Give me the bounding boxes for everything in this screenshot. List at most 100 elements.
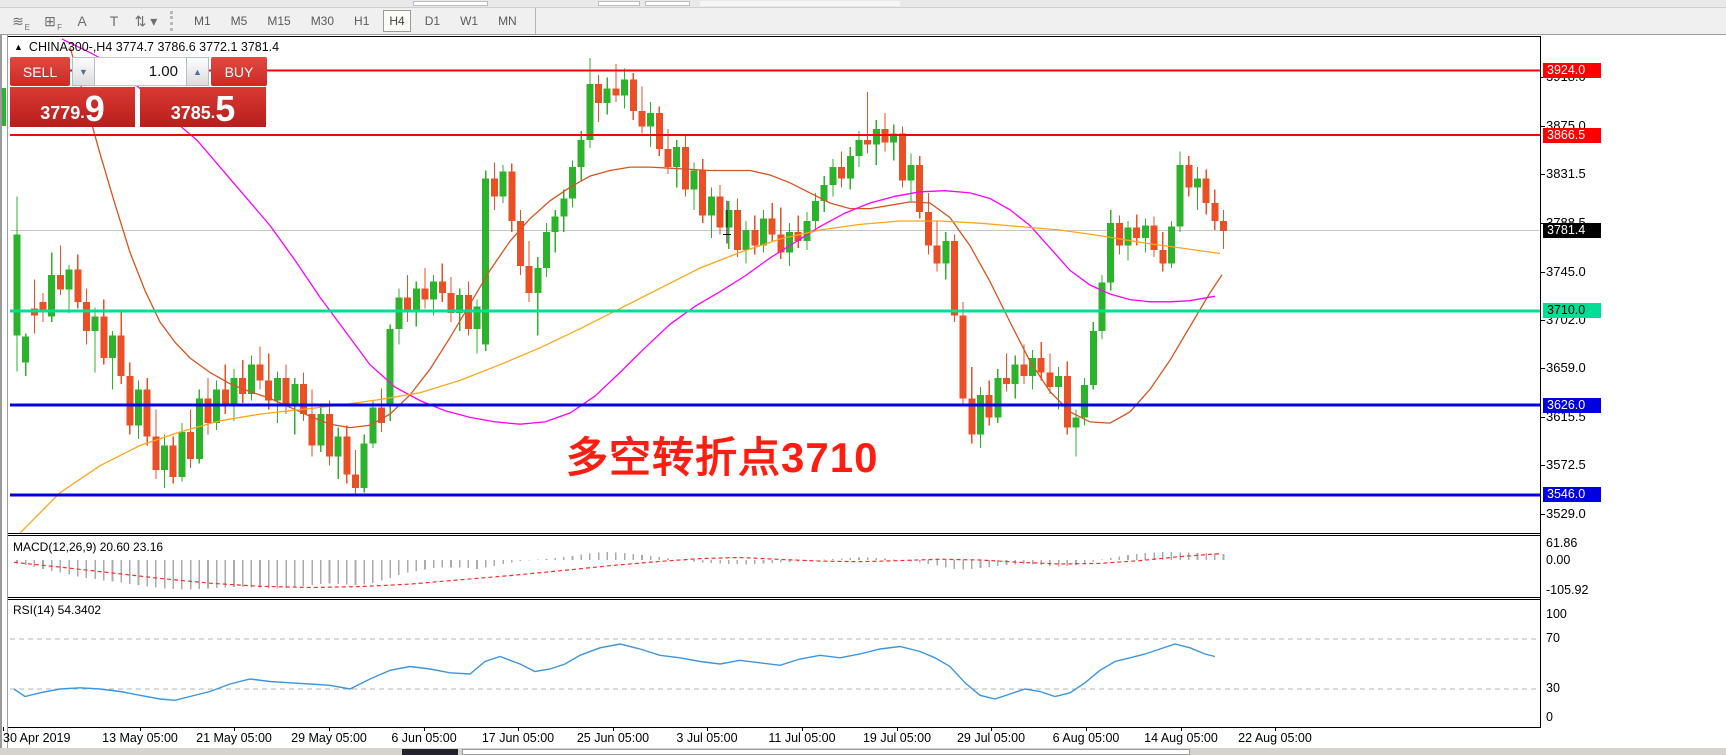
bottom-tab-light[interactable] <box>462 749 1190 755</box>
chart-left-border <box>7 34 8 748</box>
price-tick-label: 3831.5 <box>1546 166 1586 181</box>
timeframe-button-m30[interactable]: M30 <box>310 14 335 28</box>
buy-button[interactable]: BUY <box>211 57 267 86</box>
price-tick-mark <box>1540 417 1545 418</box>
chart-top-border <box>8 36 1540 37</box>
price-tick-mark <box>1540 320 1545 321</box>
date-tick-label: 30 Apr 2019 <box>3 731 71 745</box>
rsi-axis-label: 30 <box>1546 681 1560 695</box>
macd-axis-label: -105.92 <box>1546 583 1589 597</box>
date-tick-label: 25 Jun 05:00 <box>576 731 650 745</box>
volume-increase-button[interactable]: ▲ <box>186 57 209 86</box>
macd-axis-label: 61.86 <box>1546 536 1578 550</box>
price-tick-mark <box>1540 223 1545 224</box>
top-partial-box <box>413 1 488 6</box>
date-tick-mark <box>329 727 330 731</box>
top-partial-box <box>645 1 690 6</box>
rsi-axis-label: 0 <box>1546 710 1553 724</box>
macd-indicator-panel[interactable] <box>8 535 1540 597</box>
clipped-candle-sliver <box>2 88 6 126</box>
price-badge-pivot: 3710.0 <box>1543 303 1601 318</box>
sell-price-big-digit: 9 <box>84 88 105 130</box>
sort-icon[interactable]: ⇅ ▾ <box>134 12 158 29</box>
date-tick-mark <box>3 727 4 731</box>
date-tick-mark <box>991 727 992 731</box>
buy-price-display[interactable]: 3785. 5 <box>140 87 266 127</box>
timeframe-button-m15[interactable]: M15 <box>267 14 291 28</box>
rsi-axis-label: 100 <box>1546 607 1567 621</box>
date-tick-label: 13 May 05:00 <box>102 731 178 745</box>
timeframe-button-d1[interactable]: D1 <box>424 14 441 28</box>
buy-price-main: 3785 <box>170 103 211 123</box>
volume-input[interactable]: 1.00 <box>95 57 186 86</box>
ma-long <box>19 220 1221 533</box>
price-tick-mark <box>1540 126 1545 127</box>
top-partial-toolbar <box>0 0 1726 8</box>
chart-title: ▲ CHINA300-,H4 3774.7 3786.6 3772.1 3781… <box>14 40 279 54</box>
toolbar-separator <box>170 11 178 31</box>
grid-icon[interactable]: ⊞ F <box>44 12 62 33</box>
date-tick-label: 29 May 05:00 <box>291 731 367 745</box>
timeframe-button-mn[interactable]: MN <box>498 14 517 28</box>
timeframe-button-h4[interactable]: H4 <box>383 10 411 32</box>
date-tick-mark <box>613 727 614 731</box>
date-tick-mark <box>897 727 898 731</box>
macd-top-border <box>8 535 1540 536</box>
date-tick-mark <box>1086 727 1087 731</box>
indicators-icon[interactable]: ≋ E <box>12 12 30 33</box>
rsi-label: RSI(14) 54.3402 <box>13 603 102 617</box>
date-tick-label: 6 Jun 05:00 <box>391 731 457 745</box>
date-tick-label: 29 Jul 05:00 <box>956 731 1026 745</box>
date-tick-mark <box>707 727 708 731</box>
macd-bottom-border <box>8 597 1540 598</box>
one-click-trading-panel: SELL ▼ 1.00 ▲ BUY 3779. 9 3785. 5 <box>10 57 267 128</box>
price-tick-label: 3745.0 <box>1546 264 1586 279</box>
bottom-tab-dark[interactable] <box>402 749 458 755</box>
timeframe-button-h1[interactable]: H1 <box>354 14 370 28</box>
price-tick-label: 3572.5 <box>1546 457 1586 472</box>
ma-fast <box>69 46 1223 429</box>
rsi-bottom-border <box>8 727 1540 728</box>
price-tick-mark <box>1540 465 1545 466</box>
price-badge-support: 3626.0 <box>1543 398 1601 413</box>
ma-slow <box>61 38 1216 425</box>
timeframe-button-w1[interactable]: W1 <box>460 14 479 28</box>
date-tick-mark <box>424 727 425 731</box>
timeframe-button-group: M1 M5 M15 M30 H1 H4 D1 W1 MN <box>184 10 527 32</box>
sell-price-dot: . <box>80 105 85 122</box>
timeframe-button-m5[interactable]: M5 <box>230 14 248 28</box>
price-badge-resistance: 3924.0 <box>1543 63 1601 78</box>
price-tick-mark <box>1540 514 1545 515</box>
text-label-icon[interactable]: A <box>77 13 87 29</box>
price-tick-label: 3615.5 <box>1546 409 1586 424</box>
date-tick-mark <box>140 727 141 731</box>
chart-annotation-text: 多空转折点3710 <box>566 434 879 481</box>
timeframe-button-m1[interactable]: M1 <box>194 14 211 28</box>
chart-bottom-border <box>8 533 1540 534</box>
date-tick-mark <box>518 727 519 731</box>
main-toolbar: ≋ E ⊞ F A T ⇅ ▾ M1 M5 M15 M30 H1 H4 D1 W1 MN <box>0 8 1726 35</box>
sell-button[interactable]: SELL <box>10 57 70 86</box>
macd-label: MACD(12,26,9) 20.60 23.16 <box>13 540 164 554</box>
price-tick-mark <box>1540 174 1545 175</box>
date-tick-label: 3 Jul 05:00 <box>676 731 738 745</box>
rsi-axis-label: 70 <box>1546 631 1560 645</box>
price-badge-support: 3546.0 <box>1543 487 1601 502</box>
price-tick-label: 3529.0 <box>1546 506 1586 521</box>
collapse-arrow-icon[interactable]: ▲ <box>14 42 23 52</box>
date-tick-label: 11 Jul 05:00 <box>768 731 836 745</box>
buy-price-dot: . <box>210 105 216 122</box>
top-partial-box <box>700 1 900 6</box>
date-tick-mark <box>802 727 803 731</box>
rsi-top-border <box>8 599 1540 600</box>
candlestick-chart[interactable] <box>8 36 1540 533</box>
volume-decrease-button[interactable]: ▼ <box>72 57 95 86</box>
buy-price-big-digit: 5 <box>215 88 236 130</box>
sell-price-main: 3779 <box>40 103 81 123</box>
price-tick-mark <box>1540 77 1545 78</box>
text-box-icon[interactable]: T <box>109 13 119 29</box>
date-tick-label: 21 May 05:00 <box>196 731 272 745</box>
sell-price-display[interactable]: 3779. 9 <box>10 87 135 127</box>
date-tick-label: 6 Aug 05:00 <box>1052 731 1120 745</box>
rsi-indicator-panel[interactable] <box>8 599 1540 727</box>
